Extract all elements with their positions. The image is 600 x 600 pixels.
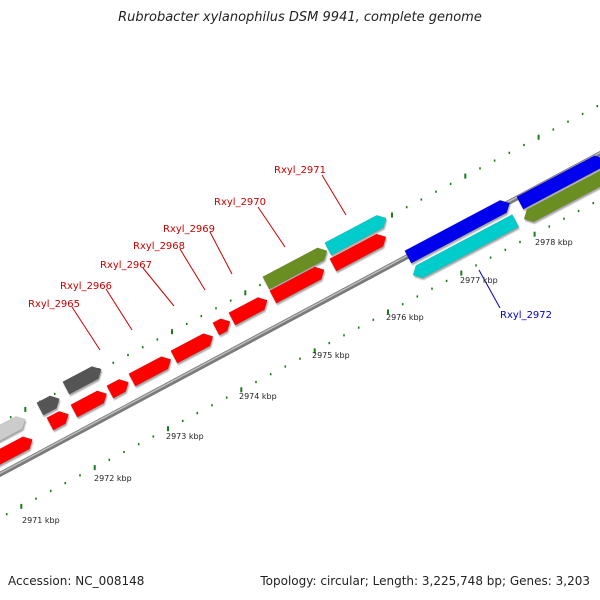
label-leaders <box>71 174 347 351</box>
gene-olive-arrow[interactable] <box>523 170 600 223</box>
gene-red-arrow[interactable] <box>46 411 69 431</box>
gene-red-arrow[interactable] <box>106 379 129 399</box>
inner-tick-track <box>5 202 595 516</box>
scale-label: 2976 kbp <box>386 313 424 322</box>
gene-red-arrow[interactable] <box>329 233 387 272</box>
gene-cyan-arrow[interactable] <box>324 214 387 256</box>
gene-red-arrow[interactable] <box>0 436 33 469</box>
gene-label-rxyl-2967[interactable]: Rxyl_2967 <box>100 260 152 271</box>
scale-label: 2971 kbp <box>22 516 60 525</box>
gene-olive-arrow[interactable] <box>262 247 328 290</box>
gene-red-arrow[interactable] <box>212 318 231 336</box>
scale-label: 2974 kbp <box>239 392 277 401</box>
gene-blue-arrow[interactable] <box>404 199 510 264</box>
genome-summary-text: Topology: circular; Length: 3,225,748 bp… <box>260 574 590 588</box>
scale-label: 2978 kbp <box>535 238 573 247</box>
scale-label: 2977 kbp <box>460 276 498 285</box>
gene-red-arrow[interactable] <box>128 356 172 387</box>
gene-label-rxyl-2965[interactable]: Rxyl_2965 <box>28 299 80 310</box>
gene-red-arrow[interactable] <box>228 297 268 326</box>
gene-label-rxyl-2966[interactable]: Rxyl_2966 <box>60 281 112 292</box>
gene-darkgray-arrow[interactable] <box>36 395 60 416</box>
gene-label-rxyl-2968[interactable]: Rxyl_2968 <box>133 241 185 252</box>
gene-darkgray-arrow[interactable] <box>62 366 102 395</box>
genome-backbone <box>0 150 600 478</box>
gene-label-rxyl-2970[interactable]: Rxyl_2970 <box>214 197 266 208</box>
gene-label-rxyl-2969[interactable]: Rxyl_2969 <box>163 224 215 235</box>
gene-blue-arrow[interactable] <box>516 155 600 210</box>
gene-label-rxyl-2972[interactable]: Rxyl_2972 <box>500 310 552 321</box>
accession-text: Accession: NC_008148 <box>8 574 145 588</box>
label-leader-rxyl-2972 <box>478 269 501 309</box>
genome-backbone-highlight <box>0 151 600 475</box>
gene-label-rxyl-2971[interactable]: Rxyl_2971 <box>274 165 326 176</box>
gene-red-arrow[interactable] <box>269 266 325 304</box>
scale-label: 2975 kbp <box>312 351 350 360</box>
gene-red-arrow[interactable] <box>170 333 214 364</box>
map-title: Rubrobacter xylanophilus DSM 9941, compl… <box>118 10 482 25</box>
scale-label: 2972 kbp <box>94 474 132 483</box>
gene-red-arrow[interactable] <box>70 390 108 418</box>
gene-lightgray-arrow[interactable] <box>0 416 26 444</box>
scale-label: 2973 kbp <box>166 432 204 441</box>
gene-cyan-arrow[interactable] <box>412 214 520 279</box>
